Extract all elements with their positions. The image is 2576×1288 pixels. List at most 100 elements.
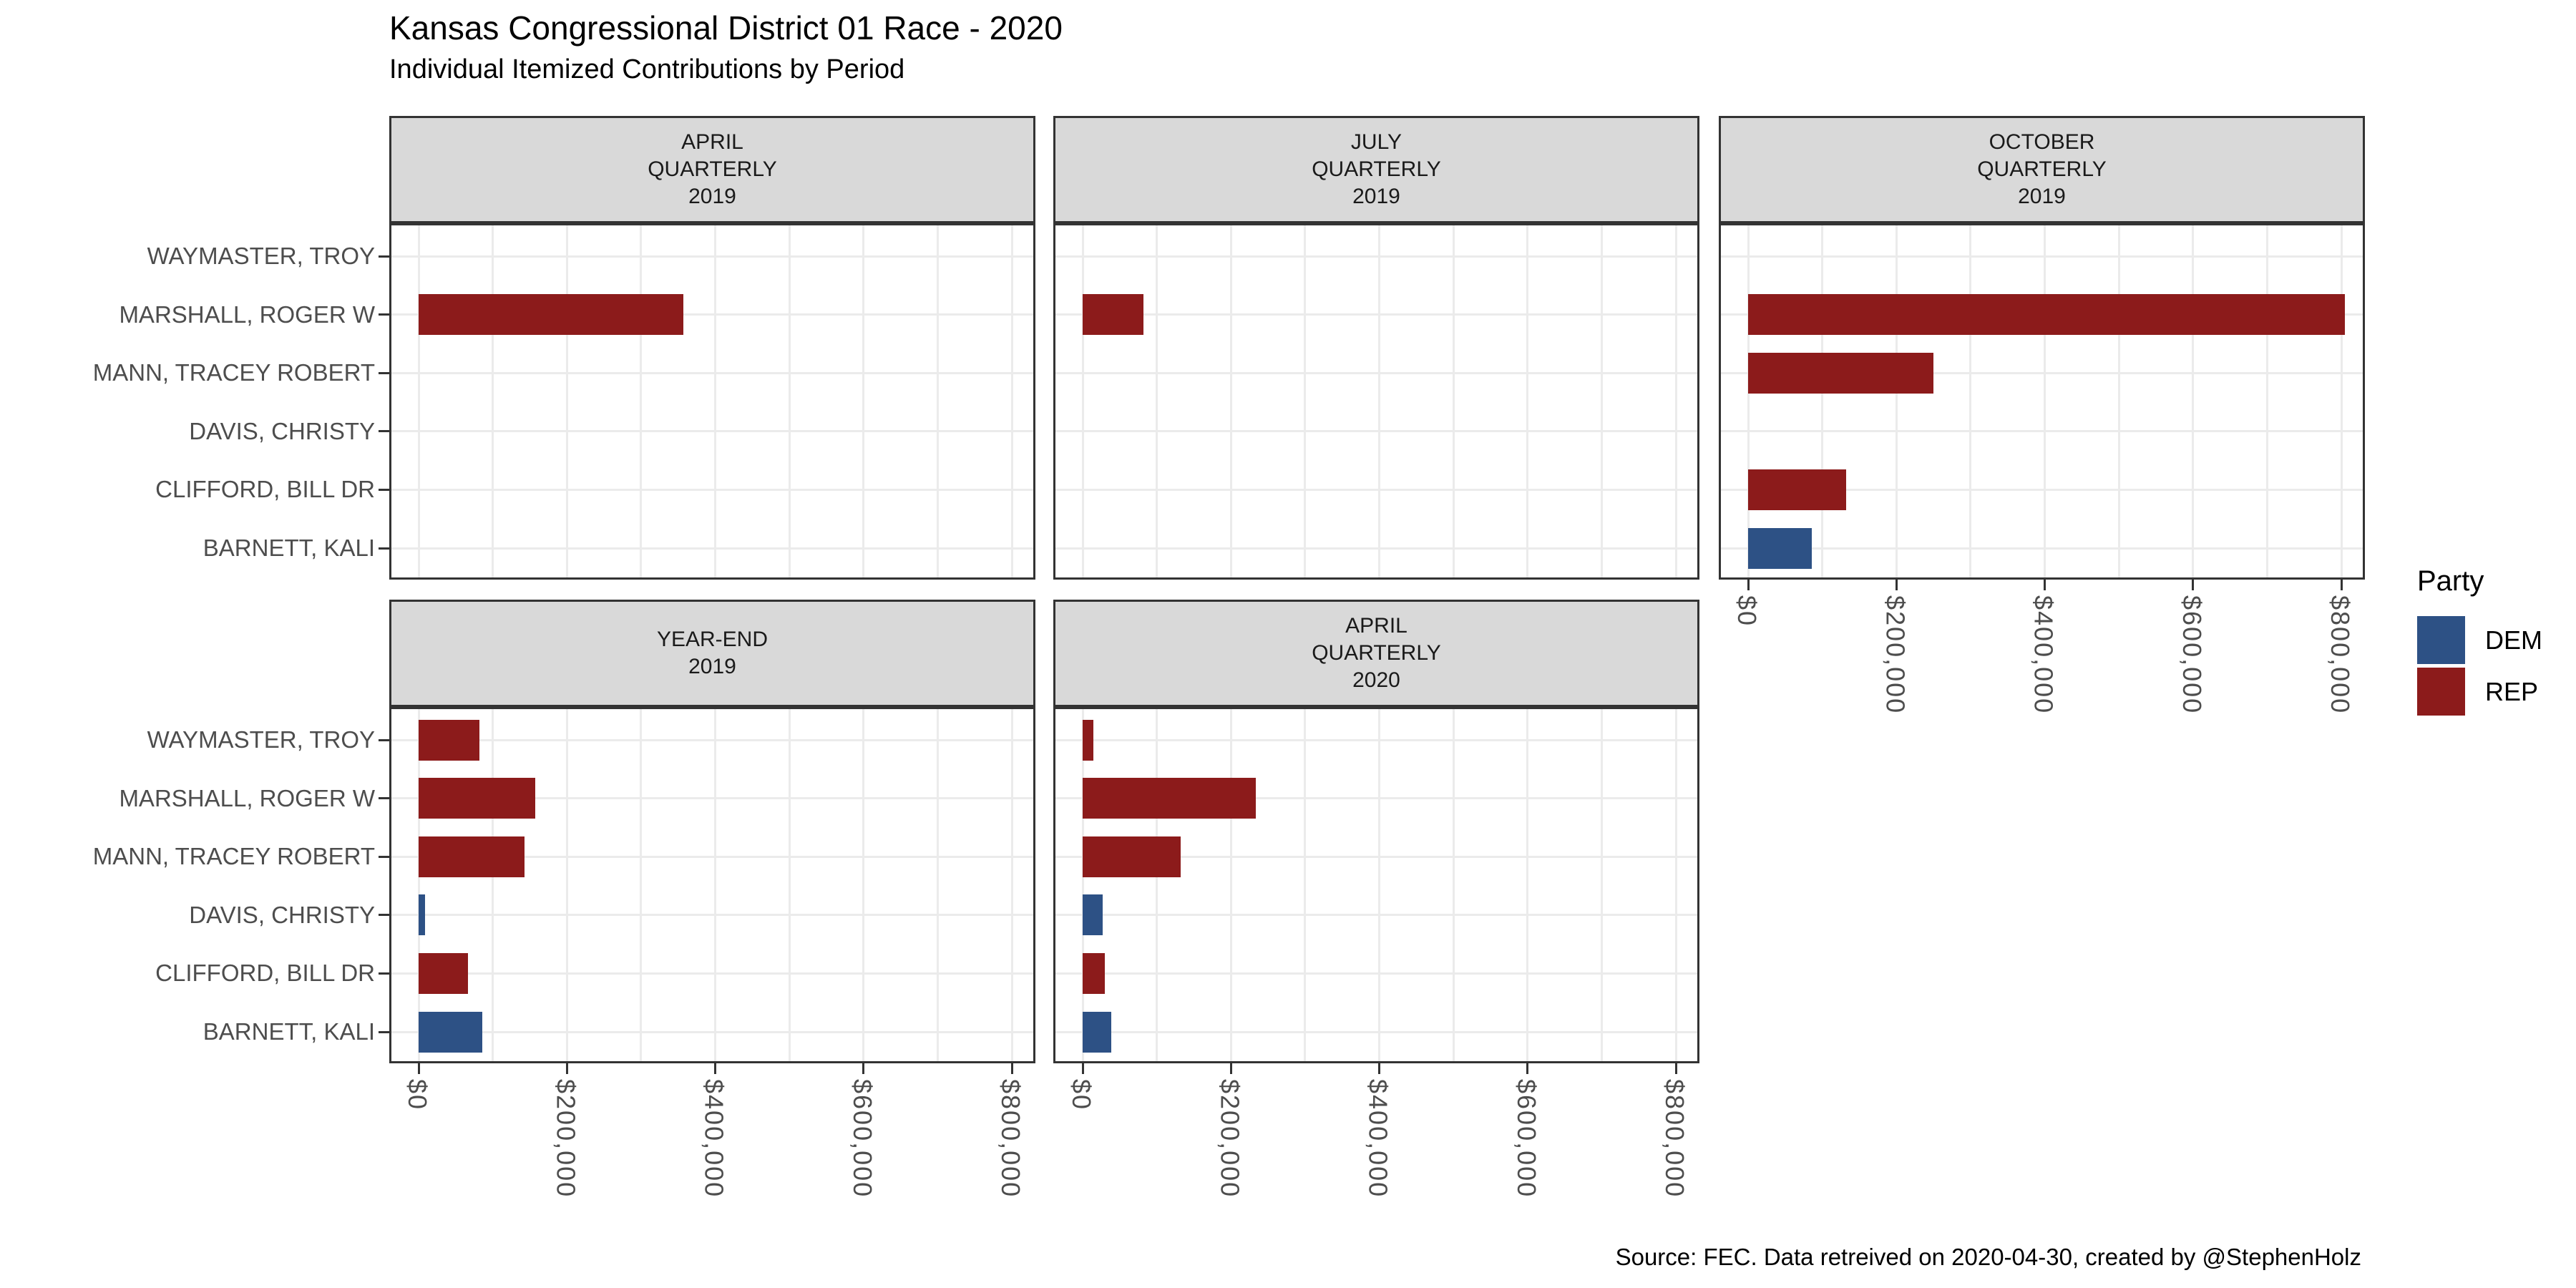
x-axis-tick-label: $600,000 xyxy=(847,1079,877,1199)
vertical-gridline xyxy=(1229,225,1232,577)
y-axis-tick xyxy=(379,972,389,975)
vertical-gridline xyxy=(1304,709,1307,1061)
facet-strip: YEAR-END 2019 xyxy=(389,600,1035,707)
facet-strip-label-line: 2019 xyxy=(1352,185,1400,208)
facet-panel xyxy=(1053,223,1699,580)
horizontal-gridline xyxy=(1721,430,2363,433)
vertical-gridline xyxy=(1081,709,1084,1061)
vertical-gridline xyxy=(565,709,568,1061)
y-axis-label: DAVIS, CHRISTY xyxy=(189,417,375,444)
y-axis-tick xyxy=(379,488,389,491)
facet-strip-label-line: YEAR-END xyxy=(656,628,769,651)
vertical-gridline xyxy=(565,225,568,577)
facet-strip-label-line: JULY xyxy=(1350,130,1402,154)
facet-strip: APRIL QUARTERLY 2019 xyxy=(389,116,1035,223)
horizontal-gridline xyxy=(1055,547,1697,550)
vertical-gridline xyxy=(1010,225,1013,577)
vertical-gridline xyxy=(1600,225,1603,577)
facet-strip-label-line: 2020 xyxy=(1352,668,1400,692)
horizontal-gridline xyxy=(1721,371,2363,374)
facet-strip-label-line: 2019 xyxy=(2018,185,2066,208)
horizontal-gridline xyxy=(1055,313,1697,316)
y-axis-label: MARSHALL, ROGER W xyxy=(119,301,375,328)
vertical-gridline xyxy=(936,225,939,577)
vertical-gridline xyxy=(788,225,791,577)
y-axis-tick xyxy=(379,1030,389,1033)
contribution-bar xyxy=(419,1011,483,1053)
vertical-gridline xyxy=(417,225,420,577)
horizontal-gridline xyxy=(391,914,1033,917)
facet-strip: JULY QUARTERLY 2019 xyxy=(1053,116,1699,223)
facet-strip-label-line: QUARTERLY xyxy=(648,157,777,181)
vertical-gridline xyxy=(1674,225,1677,577)
horizontal-gridline xyxy=(391,1030,1033,1033)
y-axis-label: WAYMASTER, TROY xyxy=(147,243,375,269)
horizontal-gridline xyxy=(391,313,1033,316)
horizontal-gridline xyxy=(1721,488,2363,491)
vertical-gridline xyxy=(1969,225,1972,577)
facet-strip-label-line: APRIL xyxy=(1345,614,1407,638)
y-axis-label: DAVIS, CHRISTY xyxy=(189,901,375,928)
horizontal-gridline xyxy=(391,797,1033,800)
vertical-gridline xyxy=(640,709,643,1061)
x-axis-tick xyxy=(565,1063,568,1074)
y-axis-tick xyxy=(379,738,389,741)
legend-swatch-rep xyxy=(2417,668,2465,716)
vertical-gridline xyxy=(1821,225,1824,577)
x-axis-tick xyxy=(417,1063,420,1074)
x-axis-tick-label: $400,000 xyxy=(2029,595,2059,715)
horizontal-gridline xyxy=(391,371,1033,374)
contribution-bar xyxy=(419,894,426,936)
x-axis-tick xyxy=(1010,1063,1013,1074)
legend: Party DEM REP xyxy=(2417,565,2542,719)
vertical-gridline xyxy=(1600,709,1603,1061)
vertical-gridline xyxy=(1378,709,1380,1061)
facet-strip-label-line: QUARTERLY xyxy=(1977,157,2107,181)
y-axis-tick xyxy=(379,430,389,433)
y-axis-label: CLIFFORD, BILL DR xyxy=(155,960,375,987)
vertical-gridline xyxy=(640,225,643,577)
vertical-gridline xyxy=(1674,709,1677,1061)
vertical-gridline xyxy=(1526,225,1529,577)
y-axis-label: BARNETT, KALI xyxy=(203,535,375,561)
vertical-gridline xyxy=(1010,709,1013,1061)
x-axis-tick-label: $0 xyxy=(1732,595,1762,628)
horizontal-gridline xyxy=(391,855,1033,858)
legend-label-rep: REP xyxy=(2485,676,2539,706)
y-axis-label: WAYMASTER, TROY xyxy=(147,726,375,753)
y-axis-label: BARNETT, KALI xyxy=(203,1018,375,1045)
vertical-gridline xyxy=(1081,225,1084,577)
facet-panel xyxy=(1719,223,2365,580)
vertical-gridline xyxy=(417,709,420,1061)
contribution-bar xyxy=(1083,294,1143,336)
contribution-bar xyxy=(419,294,683,336)
x-axis-tick-label: $200,000 xyxy=(1880,595,1911,715)
vertical-gridline xyxy=(1378,225,1380,577)
y-axis-tick xyxy=(379,797,389,800)
vertical-gridline xyxy=(1156,225,1158,577)
x-axis-tick xyxy=(1378,1063,1380,1074)
horizontal-gridline xyxy=(1721,255,2363,258)
facet-strip-label-line: OCTOBER xyxy=(1989,130,2095,154)
horizontal-gridline xyxy=(391,738,1033,741)
horizontal-gridline xyxy=(1055,738,1697,741)
legend-entry-rep: REP xyxy=(2417,668,2542,716)
facet-strip-label-line: 2019 xyxy=(688,185,736,208)
vertical-gridline xyxy=(2044,225,2046,577)
x-axis-tick-label: $200,000 xyxy=(551,1079,581,1199)
vertical-gridline xyxy=(1526,709,1529,1061)
plot-caption: Source: FEC. Data retreived on 2020-04-3… xyxy=(1615,1244,2361,1270)
y-axis-tick xyxy=(379,371,389,374)
horizontal-gridline xyxy=(1055,371,1697,374)
legend-label-dem: DEM xyxy=(2485,625,2542,655)
x-axis-tick-label: $0 xyxy=(403,1079,432,1111)
x-axis-tick xyxy=(1229,1063,1232,1074)
y-axis-tick xyxy=(379,855,389,858)
plot-title: Kansas Congressional District 01 Race - … xyxy=(389,9,1063,47)
legend-title: Party xyxy=(2417,565,2484,597)
vertical-gridline xyxy=(788,709,791,1061)
vertical-gridline xyxy=(2265,225,2268,577)
contribution-bar xyxy=(1083,952,1106,994)
contribution-bar xyxy=(1083,894,1103,936)
